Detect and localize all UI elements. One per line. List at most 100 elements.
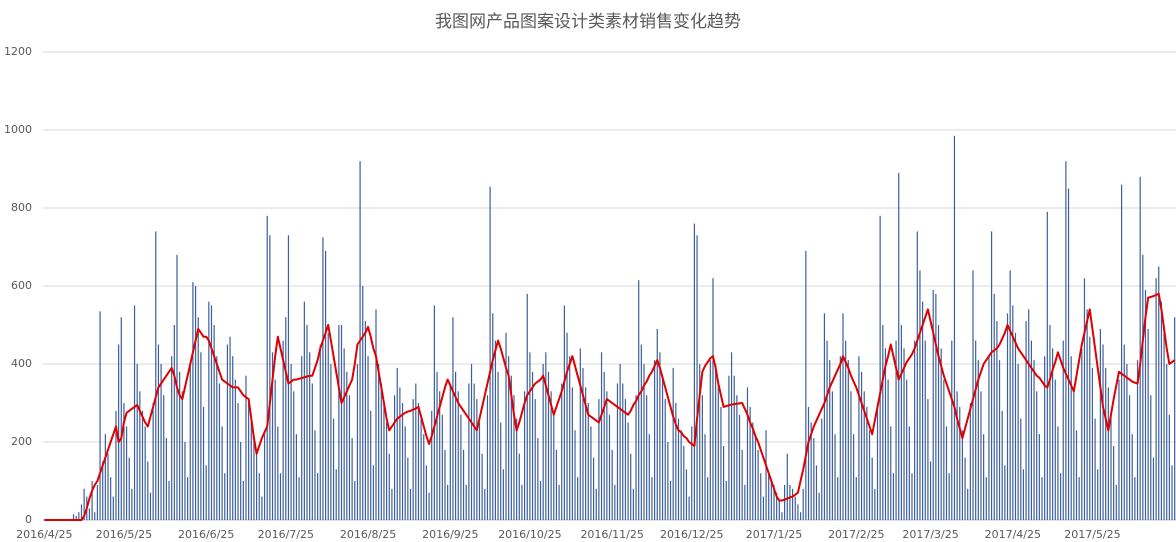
- bar: [171, 356, 173, 520]
- bar: [1086, 309, 1088, 520]
- bar: [285, 317, 287, 520]
- bar: [903, 348, 905, 520]
- bar: [210, 305, 213, 520]
- chart-title: 我图网产品图案设计类素材销售变化趋势: [435, 12, 741, 32]
- bar: [452, 317, 454, 520]
- bar: [598, 399, 600, 520]
- bar: [1174, 317, 1176, 520]
- bar: [953, 135, 956, 520]
- bar: [1115, 484, 1117, 520]
- bar: [712, 278, 714, 520]
- bar: [163, 395, 165, 520]
- bar: [253, 434, 255, 520]
- bar: [1094, 418, 1096, 520]
- bar: [696, 235, 698, 521]
- bar: [603, 371, 605, 520]
- bar: [1150, 395, 1152, 520]
- bar: [99, 311, 101, 520]
- x-tick-label: 2017/5/25: [1064, 528, 1120, 541]
- bar: [248, 403, 250, 520]
- bar: [585, 387, 587, 520]
- bar: [1041, 477, 1043, 520]
- bar: [927, 399, 929, 520]
- bar: [218, 383, 221, 520]
- bar: [574, 430, 576, 520]
- bar: [659, 352, 661, 520]
- bar: [990, 231, 993, 520]
- bar: [428, 492, 430, 520]
- bar: [789, 484, 791, 520]
- bar: [1113, 445, 1115, 520]
- x-tick-label: 2016/12/25: [660, 528, 723, 541]
- bar: [298, 477, 300, 520]
- bar: [566, 332, 568, 520]
- bar: [736, 395, 738, 520]
- bar: [433, 305, 435, 520]
- bar: [823, 313, 826, 520]
- bar: [224, 473, 226, 520]
- bar: [1081, 348, 1083, 520]
- bar: [1168, 414, 1170, 520]
- bar: [500, 422, 502, 520]
- bar: [996, 321, 998, 520]
- bar: [295, 434, 297, 520]
- bar: [911, 473, 913, 520]
- bar: [481, 453, 483, 520]
- bar: [484, 488, 486, 520]
- bar: [431, 410, 433, 520]
- x-tick-label: 2016/11/25: [580, 528, 643, 541]
- bar: [630, 453, 632, 520]
- bar: [396, 367, 398, 520]
- bar: [1049, 325, 1051, 520]
- x-tick-label: 2016/7/25: [258, 528, 314, 541]
- bar: [94, 512, 96, 520]
- bar: [948, 473, 950, 520]
- bar: [1110, 410, 1112, 520]
- bar: [102, 461, 104, 520]
- bar: [372, 465, 374, 520]
- bar: [797, 504, 799, 520]
- bar: [807, 406, 810, 520]
- bar: [393, 395, 396, 520]
- bar: [837, 477, 839, 520]
- bar: [643, 364, 645, 520]
- bar: [1033, 360, 1035, 520]
- y-tick-label: 0: [25, 513, 32, 526]
- bar: [152, 403, 154, 520]
- bar: [969, 403, 971, 520]
- bar: [425, 465, 428, 520]
- bar: [1083, 278, 1086, 520]
- bar: [293, 391, 295, 520]
- bar: [550, 391, 552, 520]
- bar: [701, 395, 703, 520]
- bar: [189, 364, 191, 520]
- bar: [977, 360, 979, 520]
- bar: [311, 383, 313, 520]
- bar: [1022, 469, 1025, 520]
- bar: [805, 250, 807, 520]
- bar: [141, 410, 144, 520]
- bar: [611, 449, 613, 520]
- bar: [216, 356, 218, 520]
- y-tick-label: 400: [11, 357, 32, 370]
- bar: [1121, 184, 1123, 520]
- bar: [571, 387, 573, 520]
- x-tick-label: 2016/10/25: [498, 528, 561, 541]
- bar: [245, 375, 247, 520]
- bar: [577, 477, 579, 520]
- bar: [558, 484, 560, 520]
- bar: [672, 367, 674, 520]
- bar: [407, 457, 409, 520]
- bar: [959, 406, 961, 520]
- bar: [131, 488, 133, 520]
- y-tick-label: 1000: [4, 123, 32, 136]
- bar: [303, 301, 305, 520]
- bar: [1036, 391, 1038, 520]
- bar: [1147, 328, 1149, 520]
- bar: [619, 364, 621, 520]
- bar: [537, 438, 539, 520]
- bar: [746, 387, 749, 520]
- bar: [444, 449, 446, 520]
- bar: [879, 215, 881, 521]
- bar: [754, 434, 757, 520]
